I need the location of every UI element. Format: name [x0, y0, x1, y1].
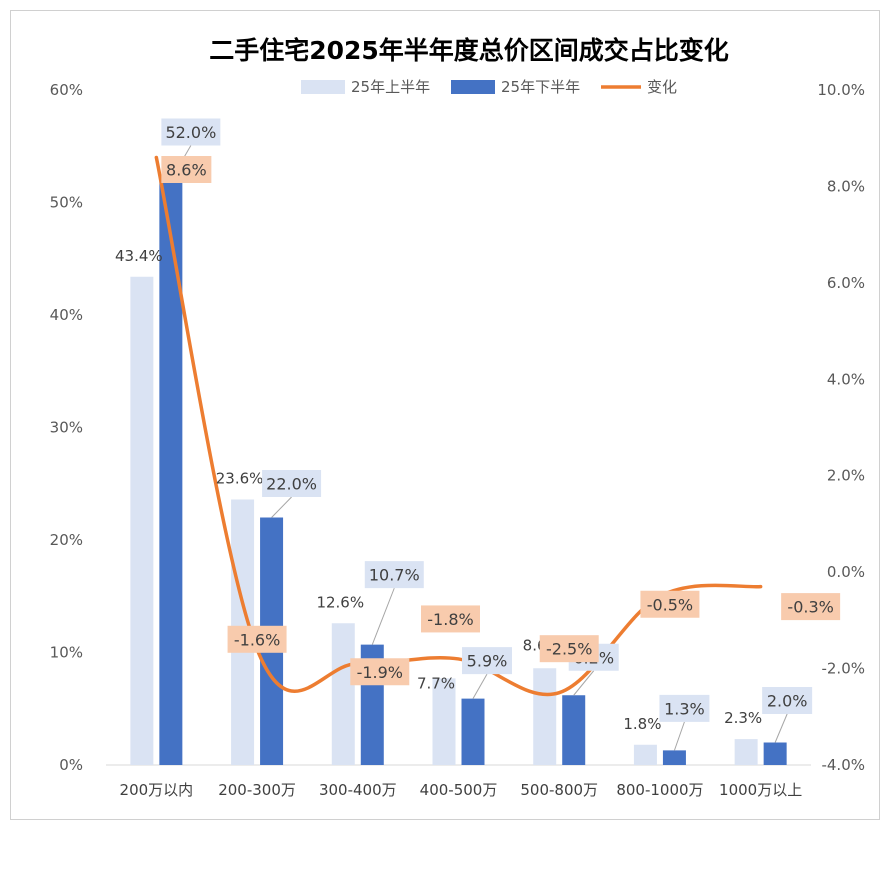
label-change-box: [421, 605, 480, 633]
bar-h1: [533, 668, 557, 765]
x-tick-label: 400-500万: [420, 781, 498, 799]
legend-label: 25年上半年: [351, 78, 430, 96]
label-change: -1.9%: [357, 663, 403, 682]
y-right-tick-label: 2.0%: [827, 467, 865, 485]
bar-h2: [662, 750, 686, 765]
label-change-box: [640, 590, 700, 618]
bar-h2: [562, 695, 586, 765]
label-h2-box: [659, 694, 710, 722]
label-h2-box: [462, 647, 512, 675]
label-h2-leader: [472, 673, 488, 699]
label-h1: 23.6%: [216, 470, 264, 488]
y-right-tick-label: 10.0%: [817, 81, 865, 99]
bar-h2: [159, 180, 183, 765]
label-change: -1.8%: [427, 610, 473, 629]
label-change-box: [350, 658, 410, 686]
label-h2-leader: [371, 587, 395, 645]
legend-label: 变化: [647, 78, 677, 96]
label-h1: 1.8%: [623, 715, 661, 733]
bar-h2: [763, 742, 787, 765]
label-h2-box: [364, 561, 424, 589]
x-tick-label: 800-1000万: [616, 781, 703, 799]
label-h2-leader: [271, 496, 292, 518]
y-left-tick-label: 60%: [50, 81, 83, 99]
legend: 25年上半年 25年下半年 变化: [301, 78, 677, 96]
label-change: -2.5%: [546, 640, 592, 659]
x-tick-label: 1000万以上: [719, 781, 802, 799]
x-tick-label: 500-800万: [520, 781, 598, 799]
bar-h1: [432, 678, 456, 765]
label-h2: 2.0%: [767, 692, 808, 711]
bar-h2: [461, 698, 485, 765]
label-h2: 52.0%: [165, 123, 216, 142]
chart-title: 二手住宅2025年半年度总价区间成交占比变化: [209, 36, 729, 65]
label-change: -0.3%: [787, 598, 833, 617]
x-tick-label: 200万以内: [120, 781, 194, 799]
label-change: -1.6%: [234, 630, 280, 649]
bar-h1: [633, 744, 657, 765]
y-right-tick-label: -2.0%: [821, 660, 865, 678]
label-h2-box: [262, 470, 322, 497]
x-tick-label: 300-400万: [319, 781, 397, 799]
label-change: -0.5%: [647, 595, 693, 614]
label-h2: 10.7%: [369, 566, 420, 585]
y-right-tick-label: 6.0%: [827, 274, 865, 292]
label-h2-leader: [673, 721, 685, 751]
y-left-tick-label: 10%: [50, 644, 83, 662]
legend-swatch: [451, 80, 495, 94]
label-change-box: [227, 625, 287, 653]
label-h1: 7.7%: [417, 674, 455, 692]
y-left-tick-label: 0%: [59, 756, 83, 774]
axes: 0% 10% 20% 30% 40% 50% 60% -4.0% -2.0% 0.0% 2.0% 4.…: [50, 81, 865, 799]
label-h2-box: [161, 118, 221, 146]
label-change-box: [781, 593, 841, 621]
label-h1: 43.4%: [115, 247, 163, 265]
label-change-box: [161, 156, 212, 183]
label-h1: 12.6%: [316, 593, 364, 611]
label-h2-box: [762, 687, 813, 714]
bar-h1: [331, 623, 355, 765]
x-tick-label: 200-300万: [218, 781, 296, 799]
bar-h1: [734, 739, 758, 765]
y-right-tick-label: 8.0%: [827, 177, 865, 195]
y-right-tick-label: -4.0%: [821, 756, 865, 774]
chart-svg: 二手住宅2025年半年度总价区间成交占比变化 25年上半年 25年下半年 变化 0%…: [50, 36, 865, 799]
label-h2-leader: [573, 670, 595, 696]
legend-swatch: [301, 80, 345, 94]
label-h2: 1.3%: [664, 699, 705, 718]
y-left-tick-label: 20%: [50, 531, 83, 549]
chart-frame: 二手住宅2025年半年度总价区间成交占比变化 25年上半年 25年下半年 变化 0%…: [10, 10, 880, 820]
label-change: 8.6%: [166, 161, 207, 180]
y-left-tick-label: 30%: [50, 419, 83, 437]
label-h2: 5.9%: [467, 652, 508, 671]
legend-label: 25年下半年: [501, 78, 580, 96]
label-change-box: [539, 635, 599, 663]
label-h2: 22.0%: [266, 475, 317, 494]
y-right-tick-label: 4.0%: [827, 370, 865, 388]
y-right-tick-label: 0.0%: [827, 563, 865, 581]
bar-h1: [130, 276, 154, 765]
data-labels: 43.4% 23.6% 12.6% 7.7% 8.6% 1.8% 2.3% 52.0% 22.0…: [115, 118, 841, 751]
y-left-tick-label: 50%: [50, 194, 83, 212]
label-h1: 2.3%: [724, 709, 762, 727]
bars: [130, 180, 787, 765]
y-left-tick-label: 40%: [50, 306, 83, 324]
label-h2-leader: [774, 713, 788, 743]
